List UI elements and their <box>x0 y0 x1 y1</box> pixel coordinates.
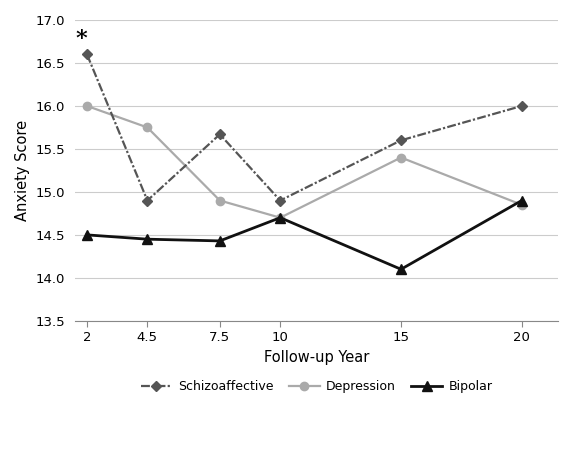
Text: *: * <box>75 28 87 50</box>
Legend: Schizoaffective, Depression, Bipolar: Schizoaffective, Depression, Bipolar <box>135 375 497 398</box>
X-axis label: Follow-up Year: Follow-up Year <box>264 350 369 365</box>
Y-axis label: Anxiety Score: Anxiety Score <box>15 120 30 221</box>
